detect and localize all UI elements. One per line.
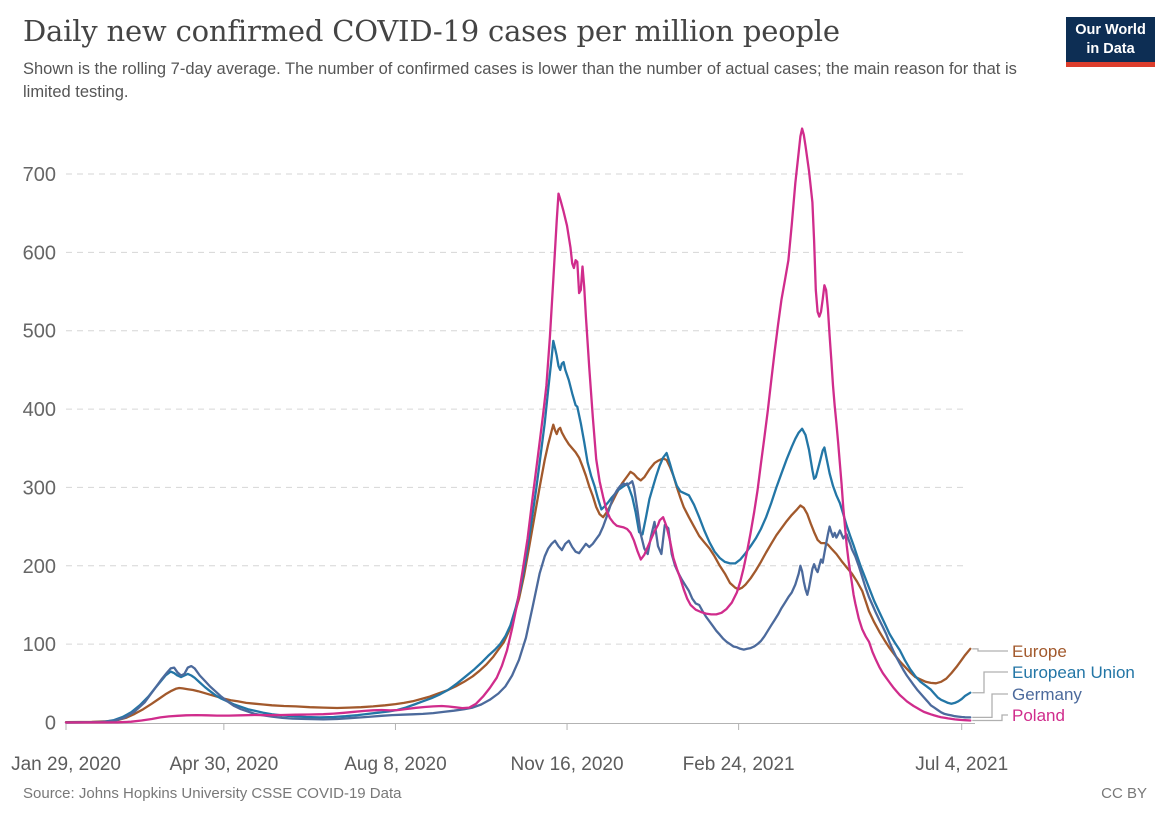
x-tick-label: Nov 16, 2020: [511, 754, 624, 775]
x-tick-label: Apr 30, 2020: [169, 754, 278, 775]
chart-subtitle: Shown is the rolling 7-day average. The …: [23, 60, 1017, 101]
source-note[interactable]: Source: Johns Hopkins University CSSE CO…: [23, 785, 402, 802]
legend-label-poland[interactable]: Poland: [1012, 706, 1065, 725]
legend-connector-poland: [972, 714, 1008, 722]
legend-label-germany[interactable]: Germany: [1012, 685, 1082, 704]
legend-connector-germany: [972, 693, 1008, 719]
chart-footer: Source: Johns Hopkins University CSSE CO…: [23, 785, 1147, 802]
y-tick-label-400: 400: [23, 399, 56, 421]
y-tick-label-300: 300: [23, 477, 56, 499]
y-tick-label-600: 600: [23, 242, 56, 264]
y-tick-label-700: 700: [23, 164, 56, 186]
x-tick-label: Jul 4, 2021: [915, 754, 1008, 775]
x-tick-label: Aug 8, 2020: [344, 754, 446, 775]
y-tick-label-200: 200: [23, 556, 56, 578]
legend-label-european-union[interactable]: European Union: [1012, 663, 1135, 682]
chart-title: Daily new confirmed COVID-19 cases per m…: [23, 14, 840, 48]
license-badge[interactable]: CC BY: [1101, 785, 1147, 802]
y-tick-label-500: 500: [23, 321, 56, 343]
legend-connector-european-union: [972, 671, 1008, 694]
owid-logo-line2: in Data: [1086, 41, 1135, 57]
x-tick-label: Jan 29, 2020: [11, 754, 121, 775]
legend-label-europe[interactable]: Europe: [1012, 642, 1067, 661]
owid-logo-line1: Our World: [1075, 22, 1146, 38]
series-line-germany[interactable]: [64, 480, 972, 724]
series-line-poland[interactable]: [64, 127, 972, 724]
legend-connector-europe: [972, 648, 1008, 652]
y-tick-label-100: 100: [23, 634, 56, 656]
y-tick-label-0: 0: [45, 713, 56, 735]
x-tick-label: Feb 24, 2021: [683, 754, 795, 775]
owid-logo[interactable]: Our World in Data: [1066, 17, 1155, 67]
